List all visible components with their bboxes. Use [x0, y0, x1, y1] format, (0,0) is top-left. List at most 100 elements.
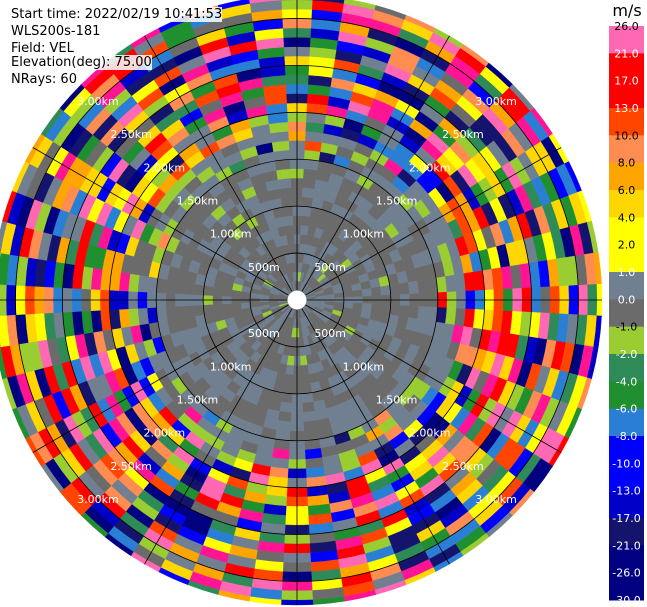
range-ring-label: 3.00km — [475, 493, 517, 506]
colorbar-tick-label: 2.0 — [618, 239, 636, 252]
range-ring — [15, 18, 579, 582]
range-gate — [286, 234, 295, 245]
colorbar-tick-label: 1.0 — [618, 266, 636, 279]
range-gate — [445, 274, 457, 293]
colorbar-band — [609, 490, 644, 519]
range-gate — [231, 302, 242, 311]
range-gate — [389, 283, 401, 296]
instrument-text: WLS200s-181 — [11, 24, 101, 39]
range-ring-label: 1.00km — [343, 360, 385, 373]
range-gate — [280, 392, 293, 404]
range-gate — [128, 308, 140, 327]
ray-spoke — [144, 35, 293, 292]
range-gate — [128, 273, 140, 292]
colorbar-tick-label: 26.0 — [614, 20, 639, 33]
colorbar-band — [609, 26, 644, 54]
range-ring-label: 1.00km — [210, 228, 252, 241]
colorbar-tick-label: -6.0 — [616, 403, 637, 416]
range-gate — [174, 280, 186, 295]
range-ring-label: 1.50km — [177, 394, 219, 407]
range-ring-label: 500m — [248, 327, 280, 340]
range-gate — [305, 131, 324, 143]
range-gate — [303, 420, 318, 432]
colorbar-band — [609, 354, 644, 382]
range-gate — [301, 196, 314, 208]
range-ring-label: 1.00km — [210, 360, 252, 373]
range-ring — [249, 252, 345, 348]
range-ring-label: 2.50km — [442, 460, 484, 473]
colorbar-tick-label: 6.0 — [618, 184, 636, 197]
range-gate — [303, 159, 320, 171]
range-gate — [304, 448, 323, 460]
range-ring-label: 500m — [248, 261, 280, 274]
range-gate — [301, 392, 314, 404]
ppi-plot: 500m 500m 500m 500m 1.00km 1.00km 1.00km 1.00km… — [0, 0, 603, 606]
range-gate — [426, 277, 438, 294]
range-ring-labels: 500m 500m 500m 500m 1.00km 1.00km 1.00km 1.00km… — [77, 95, 517, 506]
range-ring-label: 3.00km — [77, 493, 119, 506]
colorbar-tick-label: -1.0 — [616, 321, 637, 334]
colorbar: m/s 26.0 21.0 17.0 13.0 10.0 8.0 6.0 4.0 2.0 1.0 0… — [609, 1, 644, 607]
range-gate — [380, 304, 391, 315]
range-gate — [380, 285, 391, 296]
range-gate — [352, 289, 363, 298]
range-gate — [276, 420, 291, 432]
range-ring-label: 3.00km — [475, 95, 517, 108]
range-gate — [303, 429, 320, 441]
colorbar-band — [609, 217, 644, 246]
range-gate — [426, 306, 438, 323]
range-gate — [303, 168, 318, 180]
range-gate — [184, 282, 196, 295]
range-gate — [279, 401, 292, 413]
range-gate — [271, 448, 290, 460]
colorbar-tick-labels: 26.0 21.0 17.0 13.0 10.0 8.0 6.0 4.0 2.0 1.0 0.0 -1… — [612, 20, 640, 607]
range-ring-label: 2.50km — [110, 460, 152, 473]
ray-spoke — [301, 35, 450, 292]
range-gate — [270, 457, 289, 469]
range-gate — [203, 285, 214, 296]
field-text: Field: VEL — [11, 41, 74, 56]
range-gate — [276, 168, 291, 180]
range-ring-label: 2.00km — [143, 161, 185, 174]
colorbar-tick-label: -10.0 — [612, 457, 640, 470]
colorbar-band — [609, 108, 644, 136]
range-ring-label: 2.50km — [442, 128, 484, 141]
range-ring-label: 500m — [314, 327, 346, 340]
range-gate — [417, 279, 429, 294]
colorbar-band — [609, 53, 644, 82]
range-gate — [271, 140, 290, 152]
range-gate — [277, 411, 292, 423]
colorbar-unit: m/s — [612, 1, 641, 20]
range-gate — [274, 429, 291, 441]
range-gate — [398, 305, 410, 318]
range-gate — [274, 159, 291, 171]
range-gate — [280, 196, 293, 208]
range-gate — [212, 303, 224, 314]
colorbar-bands — [609, 26, 644, 601]
range-gate — [217, 0, 251, 11]
range-ring-label: 2.00km — [409, 427, 451, 440]
ray-spoke — [305, 147, 562, 296]
colorbar-tick-label: -17.0 — [612, 512, 640, 525]
range-gate — [445, 307, 457, 326]
range-gate — [221, 303, 233, 312]
range-ring-label: 3.00km — [77, 95, 119, 108]
range-gate — [299, 355, 308, 366]
range-gate — [398, 282, 410, 295]
range-gate — [300, 373, 311, 385]
ray-spoke — [301, 308, 450, 565]
range-gate — [193, 304, 205, 317]
range-ring — [155, 158, 439, 442]
range-gate — [184, 305, 196, 318]
range-gate — [302, 401, 315, 413]
range-ring-label: 1.00km — [343, 228, 385, 241]
range-gate — [174, 305, 186, 320]
range-gate — [283, 215, 294, 227]
colorbar-band — [609, 381, 644, 410]
range-gate — [203, 304, 214, 315]
range-gate — [389, 304, 401, 317]
colorbar-band — [609, 518, 644, 546]
range-gate — [285, 224, 294, 236]
colorbar-band — [609, 545, 644, 574]
colorbar-tick-label: -21.0 — [612, 539, 640, 552]
